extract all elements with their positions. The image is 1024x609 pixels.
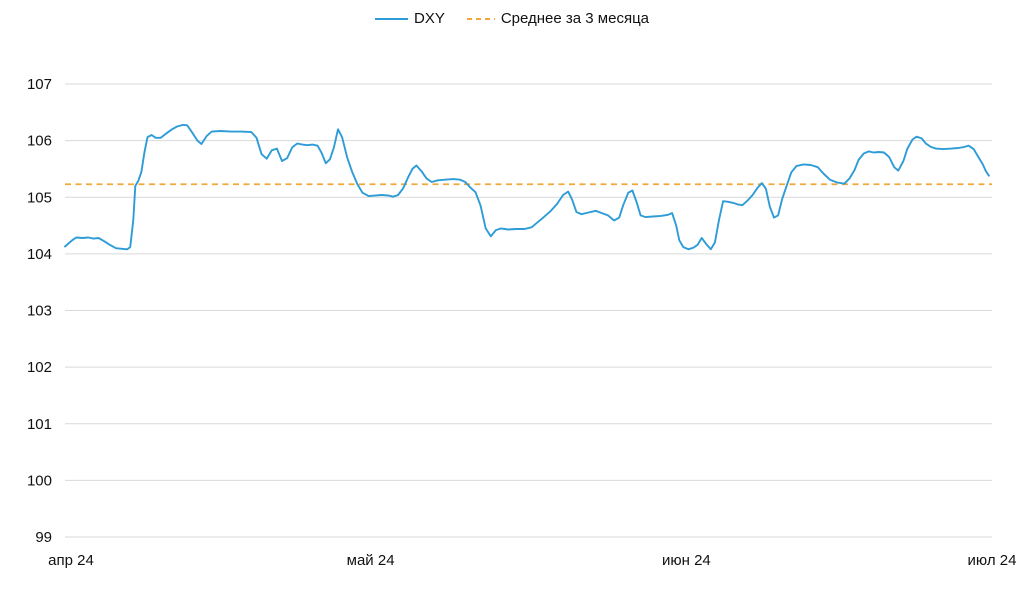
y-tick-label: 105 xyxy=(27,189,52,206)
solid-line-swatch-icon xyxy=(374,18,408,20)
legend-label-dxy: DXY xyxy=(413,10,445,27)
y-tick-label: 107 xyxy=(27,76,52,93)
dxy-line xyxy=(64,123,990,251)
y-tick-label: 101 xyxy=(27,416,52,433)
x-tick-label: июн 24 xyxy=(662,552,711,569)
legend-item-dxy[interactable]: DXY xyxy=(374,10,445,28)
legend-item-average[interactable]: Среднее за 3 месяца xyxy=(466,10,650,28)
y-tick-label: 104 xyxy=(27,246,52,263)
y-tick-label: 102 xyxy=(27,359,52,376)
x-tick-label: июл 24 xyxy=(968,552,1017,569)
x-tick-label: май 24 xyxy=(347,552,395,569)
legend-label-average: Среднее за 3 месяца xyxy=(500,10,650,27)
chart-legend: DXY Среднее за 3 месяца xyxy=(0,10,1024,28)
dashed-line-swatch-icon xyxy=(466,18,495,20)
y-tick-label: 99 xyxy=(35,529,52,546)
y-tick-label: 103 xyxy=(27,303,52,320)
x-tick-label: апр 24 xyxy=(48,552,94,569)
y-tick-label: 106 xyxy=(27,133,52,150)
y-tick-label: 100 xyxy=(27,472,52,489)
